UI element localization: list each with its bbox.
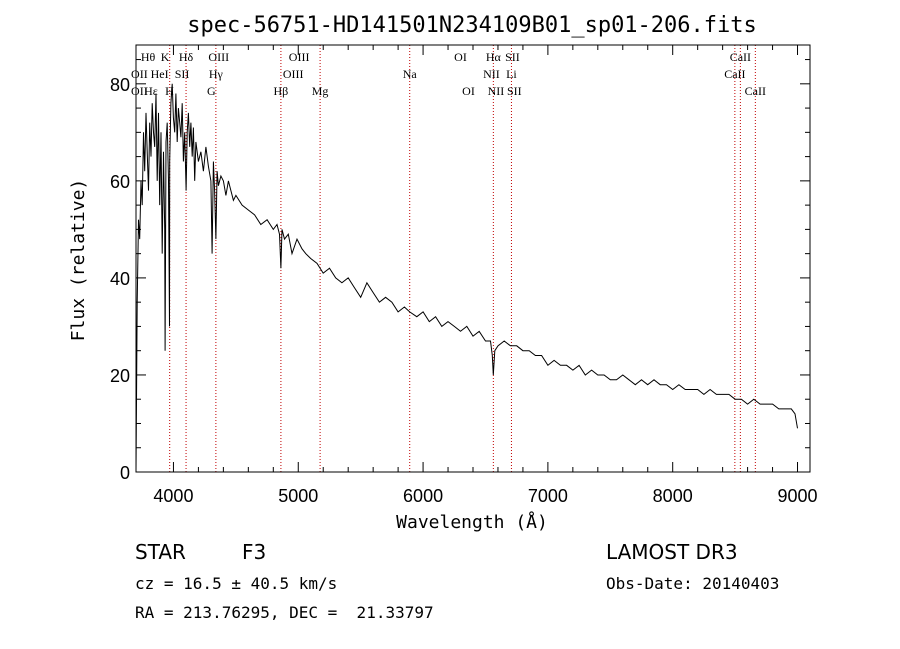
spectral-lines [169,45,756,472]
spectral-line-label: OIII [283,67,304,81]
spectral-line-label: H [165,84,174,98]
x-tick-label: 7000 [528,486,568,506]
spectral-line-label: OIII [208,50,229,64]
spectral-line-label: OI [454,50,467,64]
chart-title: spec-56751-HD141501N234109B01_sp01-206.f… [187,13,757,38]
spectrum-line [135,83,798,473]
spectral-line-label: K [161,50,170,64]
y-tick-label: 40 [110,269,130,289]
y-tick-label: 80 [110,75,130,95]
spectral-line-label: Hε [144,84,158,98]
y-tick-label: 60 [110,172,130,192]
spectral-line-label: CaII [730,50,751,64]
spectral-line-label: NII [488,84,505,98]
x-axis-label: Wavelength (Å) [396,511,548,533]
spectral-line-label: NII [483,67,500,81]
spectral-line-label: OII [131,84,148,98]
spectral-line-label: Mg [312,84,329,98]
y-axis-label: Flux (relative) [68,179,89,342]
spectral-line-label: Hθ [141,50,156,64]
redshift-velocity: cz = 16.5 ± 40.5 km/s [135,574,338,593]
x-tick-label: 8000 [653,486,693,506]
x-tick-label: 6000 [403,486,443,506]
spectral-line-label: Hγ [209,67,224,81]
spectral-line-label: Na [403,67,418,81]
y-tick-label: 20 [110,366,130,386]
spectral-line-label: CaII [745,84,766,98]
y-tick-label: 0 [120,463,130,483]
ra-dec: RA = 213.76295, DEC = 21.33797 [135,603,434,622]
spectral-line-label: OII [131,67,148,81]
spectral-line-label: SII [175,67,190,81]
x-tick-label: 5000 [278,486,318,506]
x-tick-label: 9000 [777,486,817,506]
survey-name: LAMOST DR3 [606,540,738,564]
x-axis-ticks: 4000 5000 6000 7000 8000 9000 [153,45,818,506]
plot-frame [135,44,811,473]
spectral-line-label: OI [462,84,475,98]
spectral-line-label: Hδ [179,50,194,64]
object-subclass: F3 [242,540,267,564]
x-tick-label: 4000 [153,486,193,506]
spectral-line-label: OIII [289,50,310,64]
spectral-line-label: Hα [486,50,502,64]
y-axis-ticks: 0 20 40 60 80 [110,59,810,483]
spectral-line-label: Li [506,67,517,81]
spectral-line-label: CaII [724,67,745,81]
spectral-line-label: G [207,84,216,98]
spectral-line-label: HeI [151,67,169,81]
observation-date: Obs-Date: 20140403 [606,574,780,593]
object-class: STAR [135,540,186,564]
spectral-line-label: SII [507,84,522,98]
spectral-line-label: SII [505,50,520,64]
spectral-line-label: Hβ [274,84,289,98]
